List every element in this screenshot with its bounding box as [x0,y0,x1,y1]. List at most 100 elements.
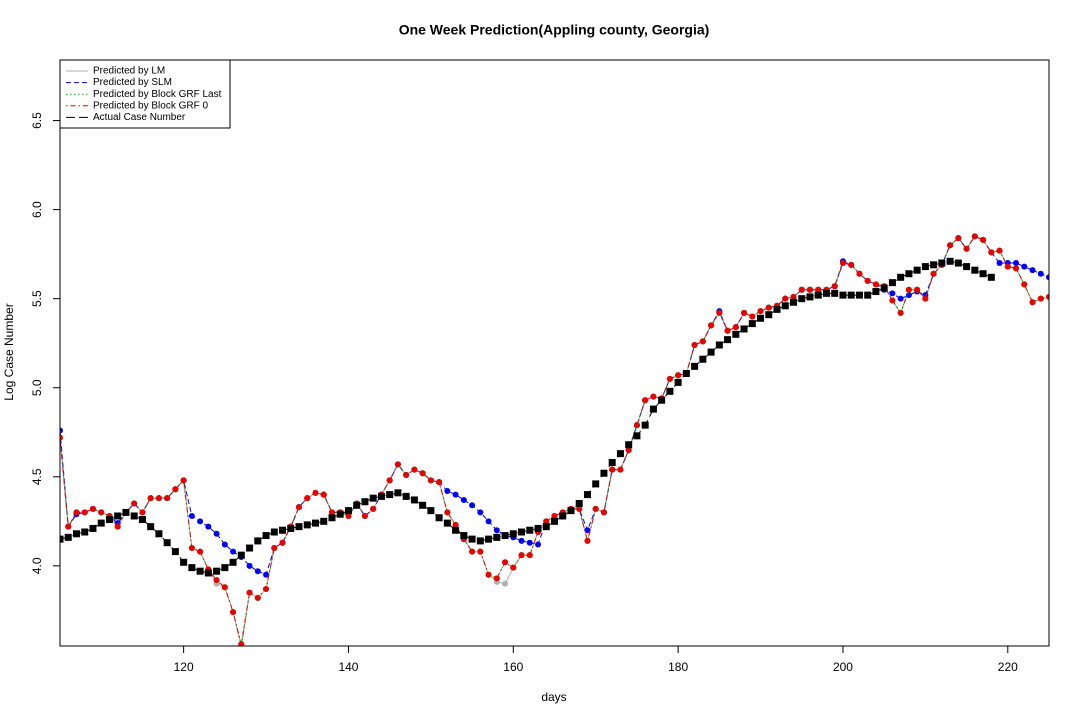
point [452,526,460,534]
point [575,500,583,508]
point [205,523,212,530]
point [303,521,311,529]
x-tick-label: 140 [338,660,358,674]
point [765,304,772,311]
point [469,502,476,509]
point [72,530,80,538]
point [625,447,632,454]
point [699,338,706,345]
point [658,396,666,404]
point [271,545,278,552]
point [724,327,731,334]
point [600,509,607,516]
point [444,509,451,516]
point [493,527,500,534]
point [509,530,517,538]
point [311,519,319,527]
point [139,509,146,516]
point [864,277,871,284]
y-tick-label: 4.0 [30,557,44,574]
point [403,472,410,479]
point [237,551,245,559]
point [114,512,122,520]
point [633,432,641,440]
x-tick-label: 180 [668,660,688,674]
point [427,477,434,484]
point [279,539,286,546]
x-tick-label: 160 [503,660,523,674]
point [485,535,493,543]
point [444,488,451,495]
point [188,512,195,519]
point [254,568,261,575]
point [1046,274,1049,281]
point [914,286,921,293]
point [246,544,254,552]
point [320,517,328,525]
plot-frame [59,59,1050,647]
point [89,524,97,532]
point [839,260,846,267]
point [988,249,995,256]
point [535,541,542,548]
x-tick-label: 200 [833,660,853,674]
point [947,242,954,249]
point [386,477,393,484]
legend-label: Actual Case Number [93,112,186,123]
point [180,558,188,566]
legend-label: Predicted by LM [93,66,165,77]
point [164,495,171,502]
x-tick-label: 120 [174,660,194,674]
point [839,291,847,299]
point [163,539,171,547]
point [781,302,789,310]
point [254,594,261,601]
point [749,313,756,320]
point [254,537,262,545]
point [344,507,352,515]
y-tick-label: 4.5 [30,468,44,485]
point [542,523,550,531]
point [411,466,418,473]
point [649,405,657,413]
point [782,295,789,302]
point [369,494,377,502]
point [171,548,179,556]
point [477,548,484,555]
point [872,288,880,296]
point [485,518,492,525]
point [872,281,879,288]
point [889,290,896,297]
point [147,495,154,502]
point [1037,270,1044,277]
legend-box [59,59,231,129]
legend-label: Predicted by Block GRF Last [93,89,222,100]
point [468,535,476,543]
point [708,322,715,329]
point [460,496,467,503]
point [691,341,698,348]
point [213,577,220,584]
x-tick-label: 220 [998,660,1018,674]
point [748,320,756,328]
plot-area [60,233,1049,646]
y-axis-label: Log Case Number [2,303,16,400]
point [913,266,921,274]
point [666,387,674,395]
point [469,548,476,555]
point [60,434,63,441]
point [394,489,402,497]
point [897,273,905,281]
point [114,523,121,530]
point [60,535,64,543]
point [930,261,938,269]
point [946,257,954,265]
legend-label: Predicted by SLM [93,77,172,88]
point [1046,293,1049,300]
point [60,427,63,434]
point [361,498,369,506]
point [616,450,624,458]
point [955,235,962,242]
point [559,512,567,520]
point [510,564,517,571]
